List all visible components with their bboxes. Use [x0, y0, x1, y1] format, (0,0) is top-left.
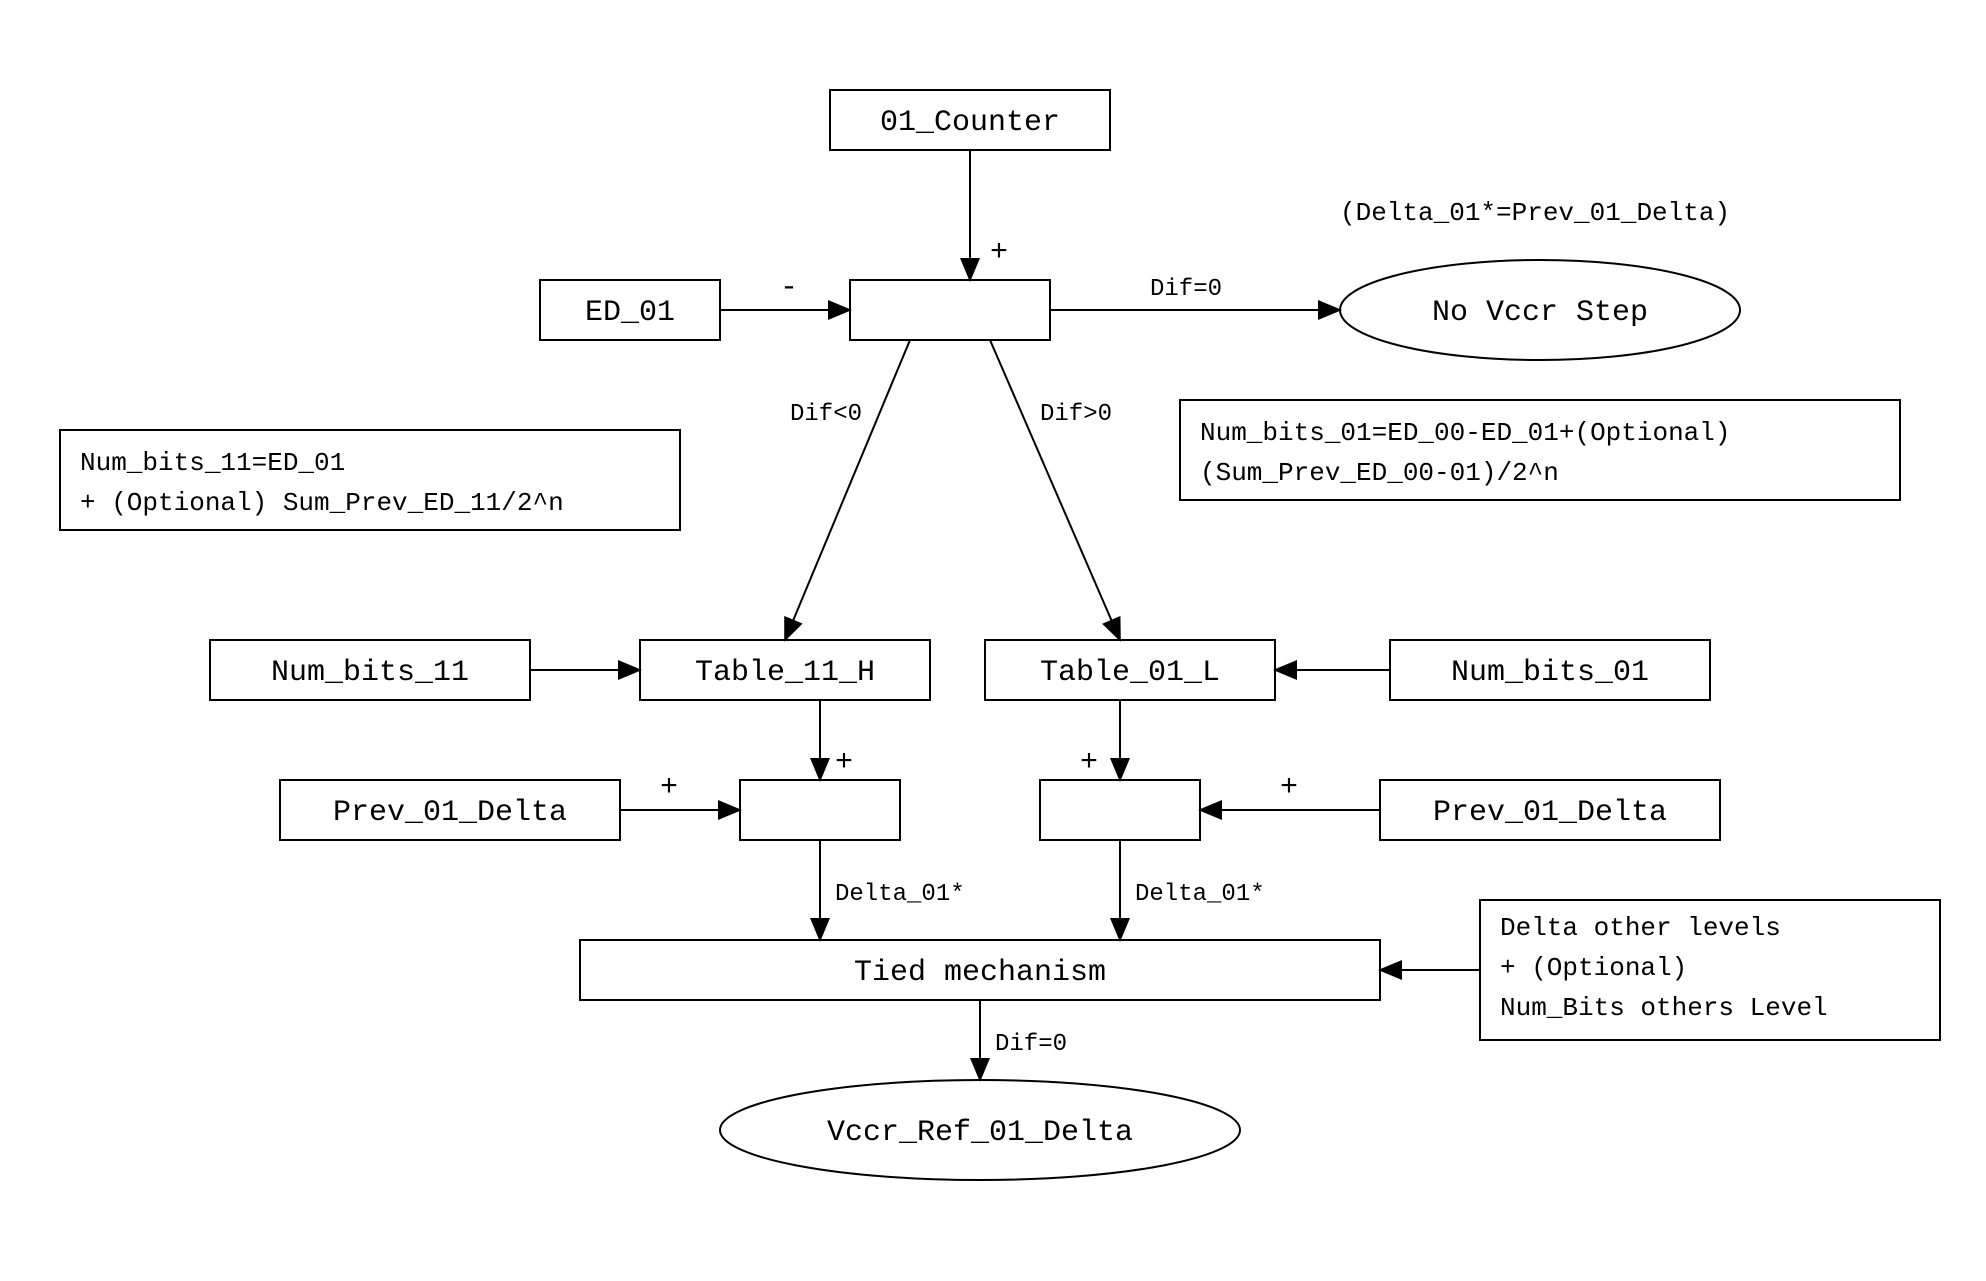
- node-sum3: [1040, 780, 1200, 840]
- label-num-bits-01-note-l1: (Sum_Prev_ED_00-01)/2^n: [1200, 458, 1559, 488]
- label-dif-eq-0: Dif=0: [1150, 276, 1222, 303]
- edge-sum1-table11h: [785, 340, 910, 640]
- label-dif-gt-0: Dif>0: [1040, 401, 1112, 428]
- label-dif-eq-0b: Dif=0: [995, 1031, 1067, 1058]
- label-ed-01: ED_01: [585, 296, 675, 330]
- label-num-bits-11-note-l1: + (Optional) Sum_Prev_ED_11/2^n: [80, 488, 564, 518]
- label-delta-other-l2: Num_Bits others Level: [1500, 993, 1828, 1023]
- label-vccr-ref: Vccr_Ref_01_Delta: [827, 1116, 1133, 1150]
- label-01-counter: 01_Counter: [880, 106, 1060, 140]
- label-delta01-r: Delta_01*: [1135, 881, 1265, 908]
- label-table-01-l: Table_01_L: [1040, 656, 1220, 690]
- label-delta01-l: Delta_01*: [835, 881, 965, 908]
- node-sum1: [850, 280, 1050, 340]
- label-plus-r1: +: [1080, 746, 1098, 780]
- label-minus-ed: -: [780, 271, 798, 305]
- label-tied-mechanism: Tied mechanism: [854, 956, 1106, 990]
- label-num-bits-01: Num_bits_01: [1451, 656, 1649, 690]
- label-plus-counter: +: [990, 236, 1008, 270]
- label-plus-r2: +: [1280, 771, 1298, 805]
- label-prev-01-delta-left: Prev_01_Delta: [333, 796, 567, 830]
- label-no-vccr-step: No Vccr Step: [1432, 296, 1648, 330]
- label-num-bits-01-note-l0: Num_bits_01=ED_00-ED_01+(Optional): [1200, 418, 1731, 448]
- label-num-bits-11-note-l0: Num_bits_11=ED_01: [80, 448, 345, 478]
- label-plus-l1: +: [660, 771, 678, 805]
- label-plus-l2: +: [835, 746, 853, 780]
- label-dif-lt-0: Dif<0: [790, 401, 862, 428]
- label-table-11-h: Table_11_H: [695, 656, 875, 690]
- label-num-bits-11: Num_bits_11: [271, 656, 469, 690]
- edge-sum1-table01l: [990, 340, 1120, 640]
- flowchart-diagram: 01_Counter ED_01 No Vccr Step (Delta_01*…: [0, 0, 1986, 1281]
- node-sum2: [740, 780, 900, 840]
- label-delta-other-l1: + (Optional): [1500, 953, 1687, 983]
- label-delta-other-l0: Delta other levels: [1500, 913, 1781, 943]
- label-delta-prev-note: (Delta_01*=Prev_01_Delta): [1340, 198, 1730, 228]
- label-prev-01-delta-right: Prev_01_Delta: [1433, 796, 1667, 830]
